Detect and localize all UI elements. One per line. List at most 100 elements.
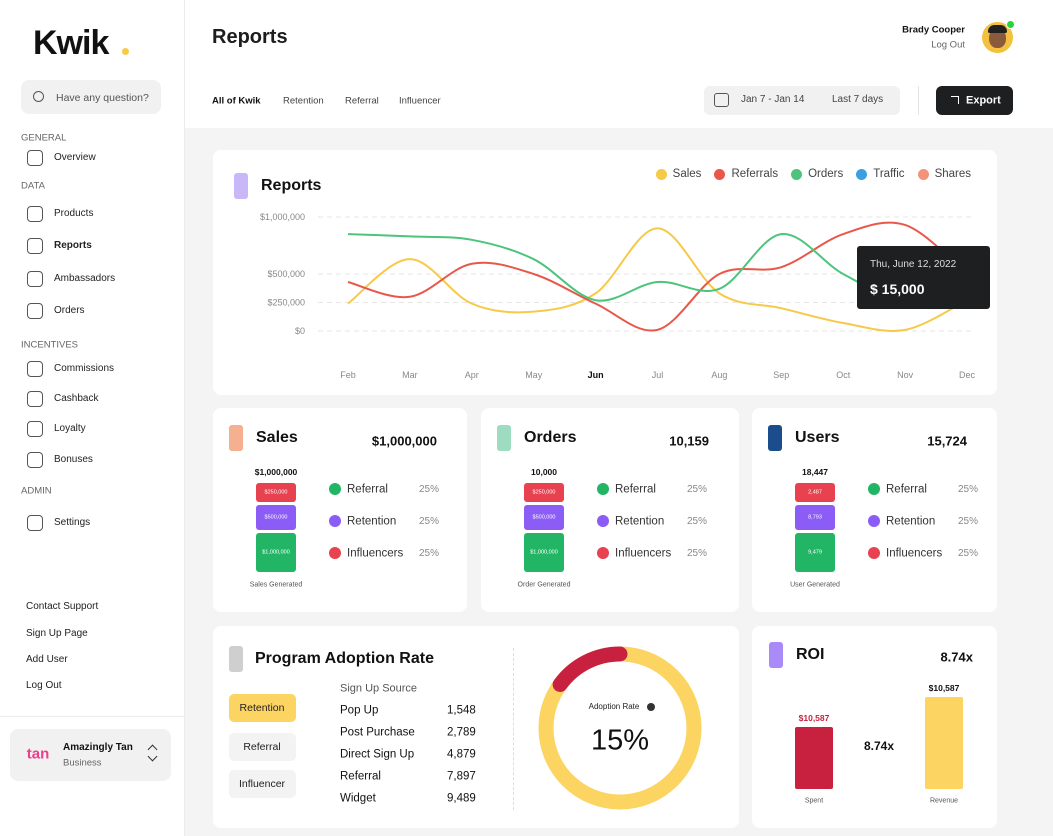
stack-label: 2,487 (808, 488, 822, 495)
stat-icon (768, 425, 782, 451)
filter-button[interactable] (229, 733, 296, 761)
breakdown-label: Retention (886, 515, 936, 528)
source-name: Post Purchase (340, 726, 415, 739)
nav-item[interactable]: Bonuses (54, 454, 93, 465)
tab[interactable]: Referral (345, 95, 379, 107)
legend-swatch (714, 168, 726, 180)
nav-icon (27, 303, 43, 319)
stat-title: Orders (524, 429, 577, 446)
source-count: 2,789 (447, 726, 476, 739)
export-label[interactable]: Export (966, 94, 1001, 107)
rate-caption: Adoption Rate (588, 702, 640, 711)
nav-item[interactable]: Settings (54, 517, 91, 528)
legend-item: Traffic (856, 168, 905, 180)
legend-label: Shares (934, 168, 971, 180)
stack-segment (795, 505, 835, 530)
nav-item[interactable]: Reports (54, 240, 92, 251)
roi-center: 8.74x (863, 739, 895, 753)
nav-icon (27, 150, 43, 166)
stat-total: 15,724 (927, 433, 967, 449)
nav-heading: DATA (21, 180, 45, 192)
logout-link[interactable]: Log Out (931, 39, 965, 51)
table-header: Sign Up Source (340, 682, 418, 695)
filter-label[interactable]: Influencer (238, 777, 286, 790)
stat-card (752, 408, 997, 612)
stack-label: $1,000,000 (530, 548, 558, 555)
nav-icon (27, 361, 43, 377)
chart-title-icon (234, 173, 248, 199)
footer-link[interactable]: Log Out (26, 680, 62, 691)
stack-segment (524, 483, 564, 502)
nav-icon (27, 238, 43, 254)
logo: Kwik (33, 24, 109, 62)
roi-bar (925, 697, 963, 789)
calendar-icon (714, 93, 729, 107)
stack-total: 18,447 (802, 466, 828, 477)
breakdown-dot (868, 547, 880, 559)
filter-button[interactable] (229, 694, 296, 722)
tab[interactable]: Influencer (399, 95, 441, 107)
adoption-divider (513, 648, 514, 810)
search-box[interactable] (21, 80, 161, 114)
date-picker[interactable] (704, 86, 900, 115)
nav-item[interactable]: Commissions (54, 363, 115, 374)
stat-total: 10,159 (669, 433, 709, 449)
breakdown-label: Referral (886, 483, 927, 496)
stack-segment (256, 483, 296, 502)
stack-label: $1,000,000 (262, 548, 290, 555)
nav-item[interactable]: Products (54, 208, 94, 219)
export-button[interactable] (936, 86, 1013, 115)
search-icon (33, 91, 44, 102)
source-count: 1,548 (447, 704, 476, 717)
breakdown-dot (329, 547, 341, 559)
legend-item: Referrals (714, 168, 778, 180)
breakdown-share: 25% (686, 516, 707, 527)
stat-card (213, 408, 467, 612)
roi-icon (769, 642, 783, 668)
breakdown-label: Retention (615, 515, 665, 528)
stack-segment (256, 505, 296, 530)
account-box[interactable] (10, 729, 171, 781)
filter-label[interactable]: Referral (243, 740, 281, 753)
stack-segment (795, 483, 835, 502)
legend-label: Orders (808, 168, 844, 180)
breakdown-share: 25% (686, 548, 707, 559)
nav-item[interactable]: Loyalty (54, 423, 86, 434)
breakdown-share: 25% (418, 516, 439, 527)
stack-total: $1,000,000 (254, 466, 298, 477)
tab[interactable]: All of Kwik (212, 95, 261, 107)
stack-total: 10,000 (531, 466, 557, 477)
footer-link[interactable]: Contact Support (26, 601, 99, 612)
breakdown-dot (868, 483, 880, 495)
footer-link[interactable]: Sign Up Page (26, 628, 88, 639)
nav-heading: ADMIN (21, 485, 52, 497)
roi-bar-label: Spent (804, 797, 824, 805)
nav-item[interactable]: Cashback (54, 393, 99, 404)
nav-item[interactable]: Orders (54, 305, 85, 316)
adoption-icon (229, 646, 243, 672)
stack-label: $250,000 (532, 488, 556, 495)
breakdown-share: 25% (957, 548, 978, 559)
nav-heading: GENERAL (21, 132, 67, 144)
footer-link[interactable]: Add User (26, 654, 68, 665)
legend-label: Referrals (731, 168, 779, 180)
nav-item[interactable]: Overview (54, 152, 96, 163)
date-range: Jan 7 - Jan 14 (741, 94, 805, 105)
nav-item[interactable]: Ambassadors (54, 273, 116, 284)
nav-icon (27, 421, 43, 437)
filter-button[interactable] (229, 770, 296, 798)
filter-label[interactable]: Retention (239, 701, 285, 714)
breakdown-dot (329, 483, 341, 495)
rate-value: 15% (590, 724, 650, 757)
legend-label: Traffic (873, 168, 905, 180)
breakdown-dot (597, 515, 609, 527)
tab[interactable]: Retention (283, 95, 324, 107)
stat-total: $1,000,000 (371, 433, 437, 449)
search-placeholder: Have any question? (56, 91, 149, 104)
stack-label: $500,000 (532, 513, 556, 520)
legend-swatch (791, 168, 803, 180)
breakdown-share: 25% (686, 484, 707, 495)
legend-swatch (655, 168, 667, 180)
nav-heading: INCENTIVES (21, 339, 79, 351)
